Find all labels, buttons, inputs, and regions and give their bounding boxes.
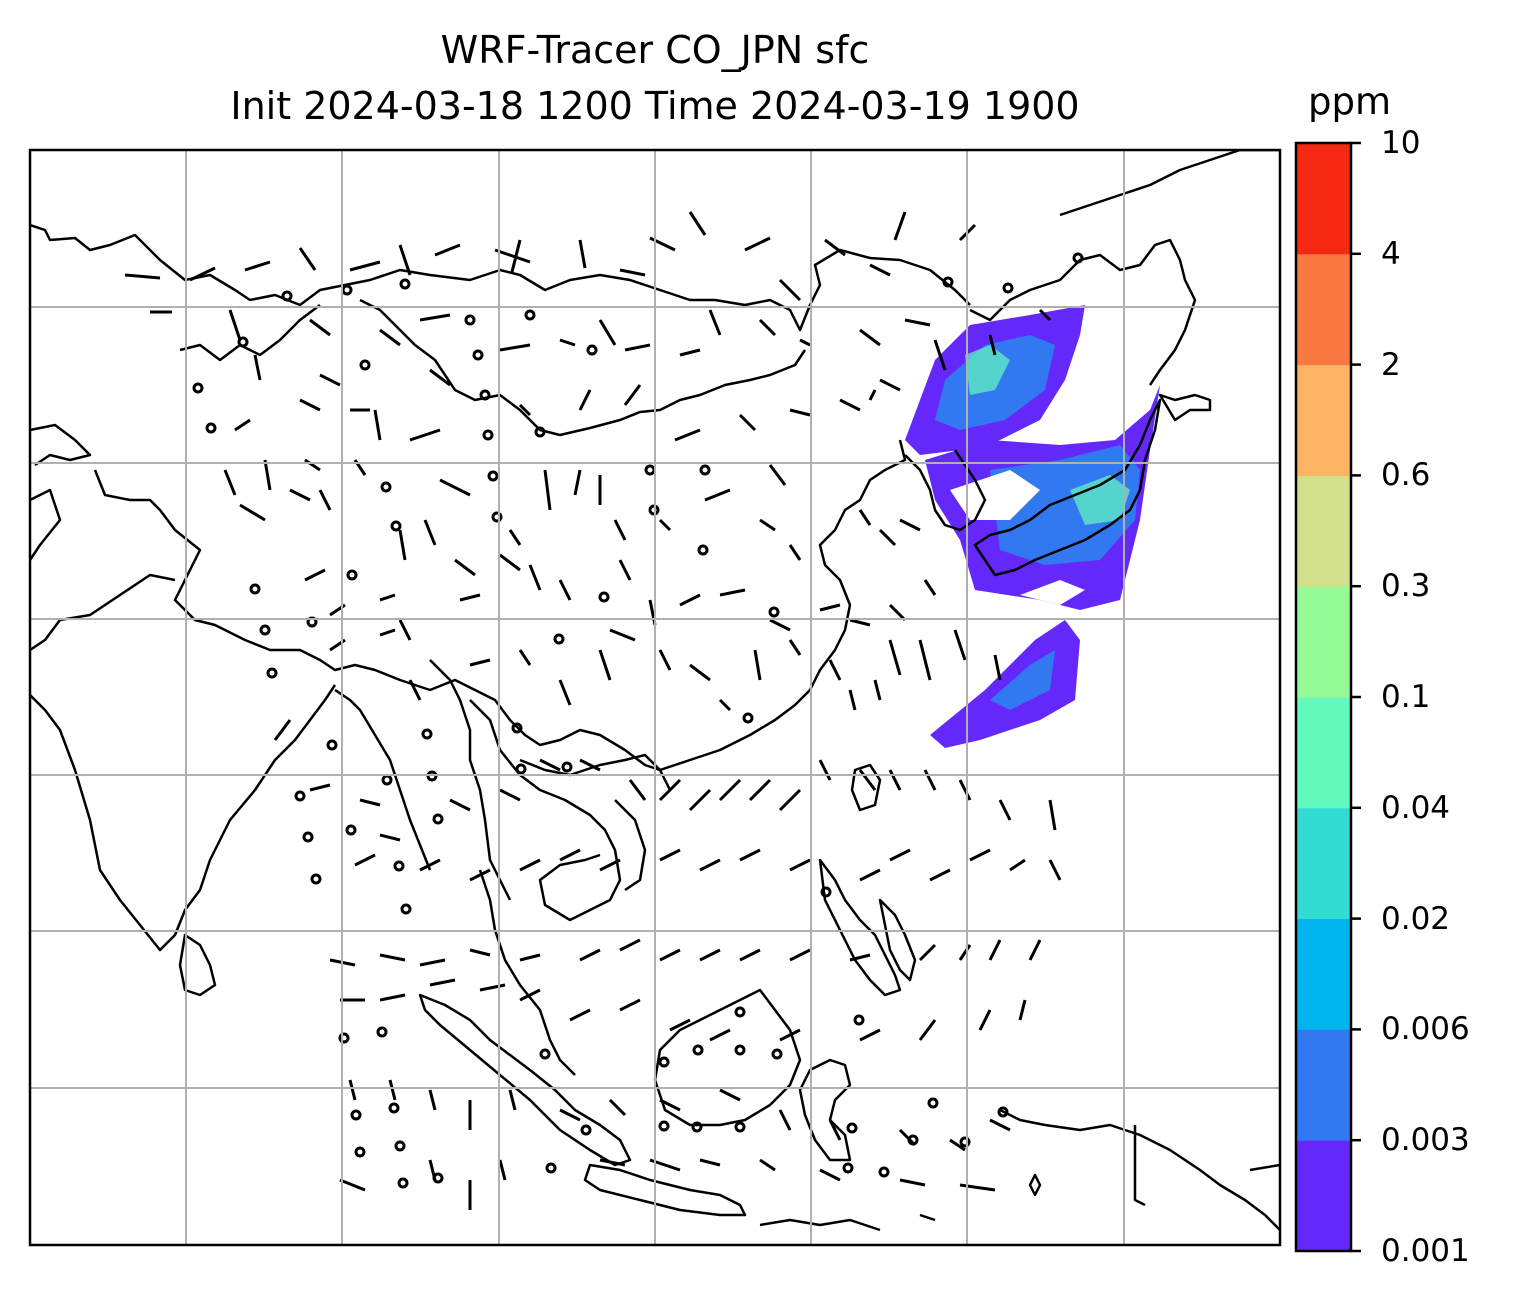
colorbar-segment bbox=[1296, 1029, 1351, 1141]
wind-barbs bbox=[124, 211, 1062, 1210]
calm-wind-circles bbox=[192, 252, 1084, 1189]
coast-png bbox=[999, 1108, 1280, 1231]
plume-gap bbox=[950, 470, 1040, 520]
coast-india bbox=[30, 573, 337, 952]
coast-islands-south bbox=[759, 1163, 1280, 1232]
map-frame bbox=[28, 148, 1282, 1247]
colorbar-segment bbox=[1296, 143, 1351, 255]
coast-philippines bbox=[818, 858, 917, 997]
colorbar-tick-label: 0.006 bbox=[1381, 1011, 1470, 1048]
colorbar-segment bbox=[1296, 253, 1351, 366]
colorbar-tick-label: 0.3 bbox=[1381, 568, 1431, 605]
colorbar-segment bbox=[1296, 586, 1351, 698]
coast-java bbox=[583, 1163, 747, 1217]
colorbar-tick-label: 0.6 bbox=[1381, 457, 1431, 494]
plume-high-1 bbox=[965, 345, 1010, 395]
map-gridlines bbox=[30, 150, 1280, 1245]
coast-taiwan bbox=[850, 763, 882, 812]
plume-core-2 bbox=[990, 445, 1140, 565]
colorbar-tick-label: 0.001 bbox=[1381, 1233, 1470, 1269]
colorbar-segment bbox=[1296, 475, 1351, 587]
colorbar-segment bbox=[1296, 1140, 1351, 1252]
colorbar-unit-label: ppm bbox=[1308, 80, 1392, 123]
coast-sulawesi bbox=[798, 1058, 852, 1162]
coast-sumatra bbox=[418, 993, 632, 1167]
colorbar-segment bbox=[1296, 697, 1351, 809]
colorbar-tick-label: 0.02 bbox=[1381, 900, 1451, 937]
coast-malay bbox=[478, 869, 576, 1076]
colorbar-tick-label: 0.1 bbox=[1381, 679, 1431, 715]
plume-gap-2 bbox=[1020, 580, 1085, 605]
coast-russia-east bbox=[969, 150, 1280, 386]
colorbar-tick-label: 0.003 bbox=[1381, 1122, 1470, 1159]
coast-north-inland bbox=[179, 298, 807, 437]
colorbar-tick-label: 10 bbox=[1381, 125, 1421, 161]
plume-core-3 bbox=[990, 650, 1055, 710]
coast-north bbox=[30, 223, 971, 332]
coast-west bbox=[30, 423, 672, 791]
coast-borneo bbox=[653, 988, 802, 1127]
plume-high-2 bbox=[1070, 475, 1130, 525]
title-line-1: WRF-Tracer CO_JPN sfc bbox=[440, 28, 870, 72]
colorbar-segment bbox=[1296, 364, 1351, 476]
colorbar-segment bbox=[1296, 918, 1351, 1030]
coast-korea bbox=[904, 449, 987, 532]
coast-bay-of-bengal bbox=[334, 659, 512, 901]
colorbar-segment bbox=[1296, 807, 1351, 920]
coast-srilanka bbox=[178, 933, 217, 997]
colorbar-tick-label: 2 bbox=[1381, 346, 1401, 383]
coastlines bbox=[30, 150, 1280, 1232]
coast-china-east bbox=[659, 439, 907, 772]
colorbar bbox=[1294, 141, 1361, 1253]
coast-japan bbox=[973, 393, 1212, 577]
title-line-2: Init 2024-03-18 1200 Time 2024-03-19 190… bbox=[230, 84, 1080, 128]
plume-tail bbox=[930, 620, 1080, 748]
colorbar-tick-label: 4 bbox=[1381, 235, 1401, 272]
tracer-plume bbox=[905, 305, 1160, 748]
colorbar-tick-label: 0.04 bbox=[1381, 789, 1451, 826]
